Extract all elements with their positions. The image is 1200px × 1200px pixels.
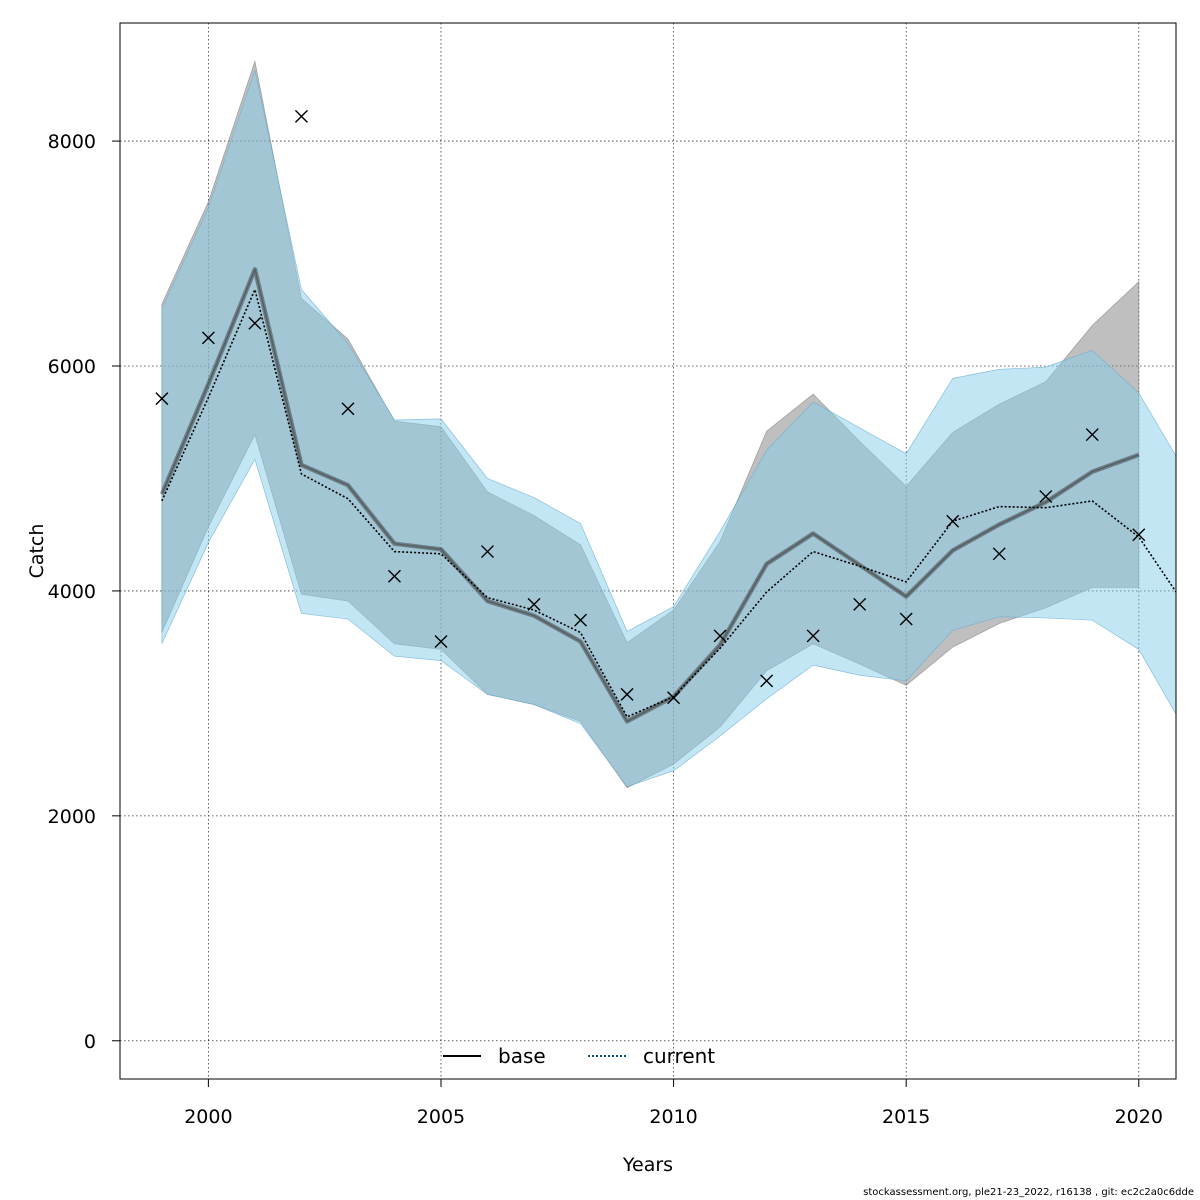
observation-point-stroke [434,635,448,649]
current-confidence-band [161,68,1176,788]
observation-point-stroke [574,613,588,627]
observation-point [946,514,960,528]
observation-point-stroke [341,402,355,416]
confidence-bands [161,59,1176,789]
observation-point-stroke [481,545,495,559]
observation-point-stroke [1039,489,1053,503]
observation-markers [155,109,1146,705]
current-line [161,288,1176,718]
observation-point [527,597,541,611]
observation-point [201,331,215,345]
observation-point-stroke [946,514,960,528]
observation-point [574,613,588,627]
y-tick-label: 4000 [48,581,96,603]
observation-point-stroke [806,629,820,643]
observation-point [667,691,681,705]
observation-point-stroke [853,597,867,611]
y-tick-label: 6000 [48,356,96,378]
observation-point [155,392,169,406]
footer-credit: stockassessment.org, ple21-23_2022, r161… [863,1187,1194,1198]
y-tick-label: 8000 [48,131,96,153]
observation-point-stroke [620,687,634,701]
x-tick-label: 2020 [1115,1106,1163,1128]
observation-point-stroke [760,674,774,688]
series-lines [159,267,1176,724]
observation-point-stroke [527,597,541,611]
x-tick-label: 2005 [417,1106,465,1128]
observation-point [713,629,727,643]
observation-point-stroke [713,629,727,643]
observation-point [806,629,820,643]
observation-point [481,545,495,559]
y-axis-title: Catch [26,524,48,579]
observation-point [434,635,448,649]
y-tick-label: 0 [84,1031,96,1053]
observation-point [341,402,355,416]
observation-point-stroke [294,109,308,123]
observation-point-stroke [1132,528,1146,542]
observation-point-stroke [201,331,215,345]
observation-point [899,612,913,626]
observation-point-stroke [155,392,169,406]
observation-point [1132,528,1146,542]
observation-point [387,569,401,583]
base-legend-label: base [498,1044,546,1068]
observation-point [853,597,867,611]
x-tick-label: 2015 [882,1106,930,1128]
axes: 2000 2005 2010 2015 2020 0 2000 4000 6000 8000 [48,131,1163,1128]
x-axis-title: Years [622,1154,673,1176]
observation-point [294,109,308,123]
observation-point [1085,428,1099,442]
observation-point-stroke [1085,428,1099,442]
x-tick-label: 2010 [649,1106,697,1128]
observation-point-stroke [992,547,1006,561]
observation-point-stroke [387,569,401,583]
base-line [161,268,1140,723]
observation-point [620,687,634,701]
plot-frame [119,22,1177,1080]
observation-point [248,316,262,330]
current-legend-label: current [643,1044,715,1068]
x-tick-label: 2000 [184,1106,232,1128]
y-tick-label: 2000 [48,806,96,828]
observation-point-stroke [899,612,913,626]
legend: base current [443,1044,715,1068]
observation-point-stroke [248,316,262,330]
observation-point [1039,489,1053,503]
observation-point [760,674,774,688]
observation-point-stroke [667,691,681,705]
observation-point [992,547,1006,561]
